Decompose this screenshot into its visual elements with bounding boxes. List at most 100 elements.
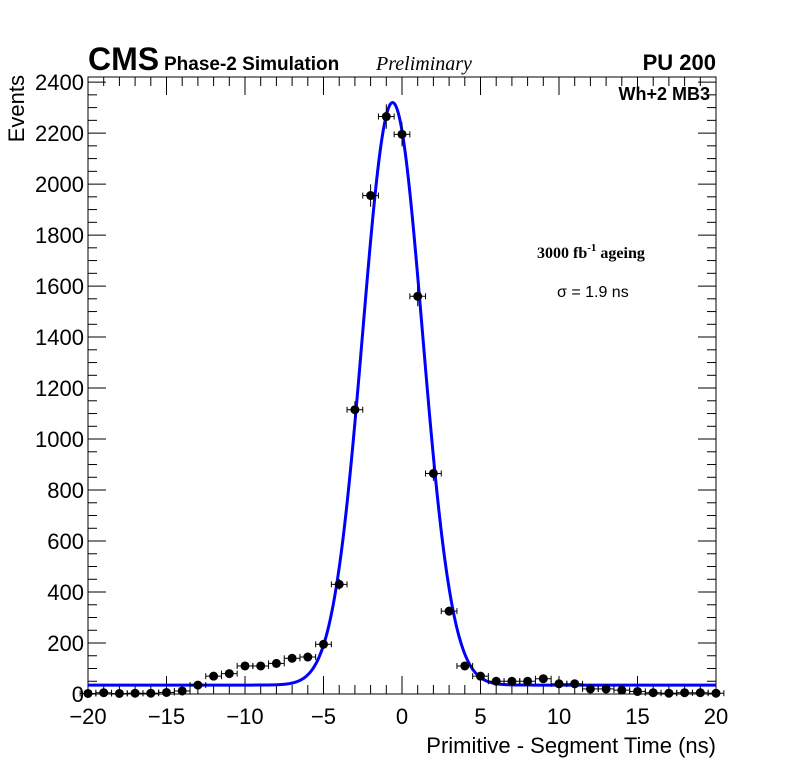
data-marker: [130, 688, 140, 698]
data-point: [425, 466, 442, 481]
data-point: [440, 606, 458, 616]
data-marker: [397, 129, 407, 139]
y-tick-label: 2000: [35, 172, 84, 197]
data-point: [472, 671, 489, 681]
data-marker: [162, 687, 171, 697]
sigma-label: σ = 1.9 ns: [557, 284, 629, 301]
data-marker: [695, 688, 705, 698]
fit-layer: [88, 100, 716, 687]
fit-curve: [88, 100, 716, 687]
data-marker: [617, 685, 627, 695]
data-marker: [146, 688, 156, 698]
data-marker: [287, 653, 297, 663]
data-points: [79, 104, 725, 698]
data-point: [691, 688, 709, 698]
y-tick-label: 200: [47, 631, 84, 656]
data-marker: [523, 676, 533, 686]
data-marker: [303, 652, 313, 662]
data-marker: [240, 661, 250, 671]
data-marker: [334, 579, 344, 589]
data-point: [534, 674, 552, 684]
cms-label: CMS: [88, 41, 159, 77]
axis-ticks: [87, 77, 717, 695]
data-point: [142, 688, 160, 698]
data-marker: [585, 684, 595, 694]
data-marker: [507, 676, 517, 686]
data-marker: [224, 669, 234, 679]
data-point: [377, 104, 395, 129]
pileup-label: PU 200: [643, 50, 716, 75]
tick-labels: −20 −15 −10 −5 0 5 10 15 20020040060080010001200…: [35, 70, 728, 729]
y-axis-title: Events: [4, 75, 29, 142]
data-marker: [570, 679, 580, 689]
data-marker: [413, 291, 423, 301]
ageing-sup: -1: [587, 242, 596, 254]
y-tick-label: 1400: [35, 325, 84, 350]
x-tick-label: −20: [69, 704, 106, 729]
ageing-label: 3000 fb-1 ageing: [537, 242, 645, 262]
x-tick-label: −5: [311, 704, 336, 729]
data-point: [173, 686, 191, 696]
data-marker: [350, 405, 360, 415]
y-tick-label: 1000: [35, 427, 84, 452]
data-point: [189, 680, 207, 690]
data-point: [111, 688, 128, 698]
data-marker: [538, 674, 548, 684]
data-marker: [114, 688, 124, 698]
data-marker: [319, 639, 328, 649]
data-marker: [476, 671, 485, 681]
data-marker: [601, 684, 611, 694]
data-marker: [428, 468, 438, 478]
data-marker: [177, 686, 187, 696]
data-point: [315, 639, 332, 649]
data-marker: [444, 606, 454, 616]
data-point: [707, 688, 725, 698]
data-point: [252, 661, 270, 671]
ageing-tail: ageing: [596, 245, 644, 262]
data-point: [236, 661, 254, 671]
data-point: [95, 688, 113, 698]
data-point: [644, 688, 662, 698]
y-tick-label: 1200: [35, 376, 84, 401]
x-tick-label: −10: [226, 704, 263, 729]
x-tick-label: 20: [704, 704, 728, 729]
data-marker: [460, 661, 470, 671]
data-point: [330, 579, 348, 590]
chamber-label: Wh+2 MB3: [618, 84, 710, 104]
plot-area: [87, 76, 717, 695]
data-marker: [366, 191, 376, 201]
x-tick-label: 5: [474, 704, 486, 729]
data-point: [362, 184, 379, 207]
data-marker: [491, 676, 501, 686]
data-marker: [381, 112, 391, 122]
data-marker: [664, 688, 674, 698]
x-tick-label: 0: [396, 704, 408, 729]
data-point: [268, 658, 285, 668]
data-point: [126, 688, 144, 698]
x-tick-label: 10: [547, 704, 571, 729]
y-tick-label: 2200: [35, 121, 84, 146]
data-point: [393, 122, 411, 147]
data-point: [220, 669, 238, 679]
preliminary-label: Preliminary: [375, 53, 472, 75]
data-point: [676, 688, 693, 698]
data-point: [158, 687, 175, 697]
ageing-main: 3000 fb: [537, 245, 587, 262]
plot-frame: [87, 76, 717, 695]
simulation-label: Phase-2 Simulation: [164, 54, 339, 75]
data-point: [346, 401, 364, 419]
x-axis-title: Primitive - Segment Time (ns): [426, 733, 716, 758]
data-marker: [99, 688, 109, 698]
y-tick-label: 1600: [35, 274, 84, 299]
y-tick-label: 400: [47, 580, 84, 605]
data-marker: [193, 680, 203, 690]
data-point: [299, 652, 317, 662]
data-point: [660, 688, 678, 698]
data-marker: [271, 658, 281, 668]
data-marker: [633, 686, 642, 696]
x-tick-label: −15: [148, 704, 185, 729]
data-marker: [711, 688, 721, 698]
data-marker: [554, 679, 564, 689]
data-point: [613, 685, 631, 695]
data-marker: [648, 688, 658, 698]
